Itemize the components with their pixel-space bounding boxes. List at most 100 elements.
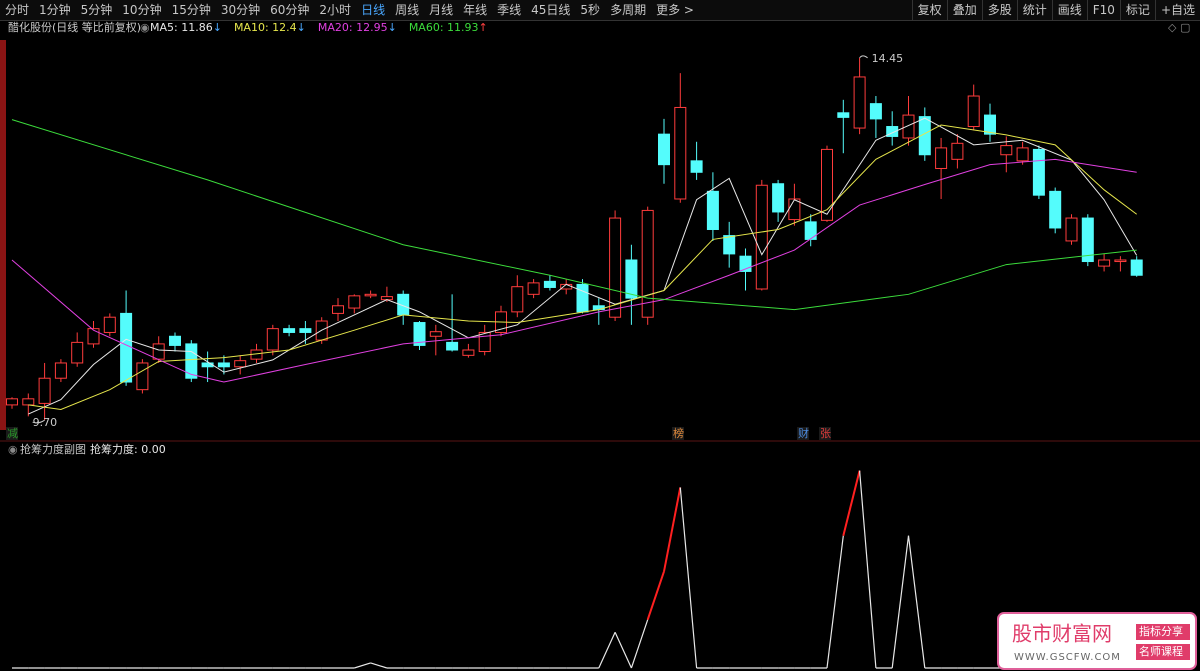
period-tabs: 分时 1分钟 5分钟 10分钟 15分钟 30分钟 60分钟 2小时 日线 周线 月线 年线 季线 45日… — [0, 0, 699, 20]
ma-value: 12.95 — [356, 21, 388, 34]
candle-body — [1065, 217, 1078, 242]
pane-icon: ◉ — [8, 443, 18, 456]
candle-body — [120, 312, 133, 383]
candle-body — [886, 126, 899, 137]
toolbar-button[interactable]: 统计 — [1016, 0, 1052, 20]
ma-name: MA5 — [150, 21, 174, 34]
toolbar-button[interactable]: 45日线 — [531, 3, 571, 17]
candle-body — [1032, 148, 1045, 196]
candle-body — [478, 331, 491, 353]
candle-body — [364, 293, 377, 297]
indicator-segment — [679, 487, 698, 669]
ind-value: 0.00 — [141, 443, 166, 456]
toolbar-button[interactable]: 30分钟 — [220, 3, 261, 17]
watermark-tag-bg — [1136, 644, 1190, 660]
sep: : — [134, 443, 141, 456]
event-marker: 减 — [7, 427, 18, 440]
toolbar-button[interactable]: 更多 > — [656, 3, 694, 17]
indicator-segment — [370, 662, 388, 669]
toolbar-button[interactable]: 标记 — [1119, 0, 1155, 20]
toolbar-button[interactable]: 60分钟 — [270, 3, 310, 17]
ma-trend: ↓ — [213, 21, 222, 34]
min-label: 9.70 — [33, 416, 58, 429]
toolbar-button[interactable]: 周线 — [395, 3, 420, 17]
candle-body — [1081, 217, 1094, 263]
sep: : — [349, 21, 356, 34]
candle-body — [527, 282, 540, 295]
legend-icon: ◉ — [140, 21, 150, 34]
toolbar-button[interactable]: 月线 — [429, 3, 454, 17]
candle-body — [690, 160, 703, 173]
ma-legend: MA60: 11.93↑ — [409, 21, 488, 34]
watermark-title: 股市财富网 — [1012, 622, 1112, 646]
toolbar-button[interactable]: 2小时 — [319, 3, 352, 17]
candle-body — [755, 184, 768, 290]
toolbar-button[interactable]: 5秒 — [580, 3, 601, 17]
candle-body — [22, 398, 35, 406]
toolbar-button[interactable]: 5分钟 — [80, 3, 113, 17]
indicator-segment — [598, 632, 616, 669]
event-marker: 财 — [798, 426, 809, 440]
ma-name: MA60 — [409, 21, 440, 34]
candle-body — [266, 328, 279, 351]
candle-body — [446, 341, 459, 351]
ma-legend: MA5: 11.86↓ — [150, 21, 222, 34]
tool-buttons: 复权 叠加 多股 统计 画线 F10 标记 +自选 — [911, 0, 1200, 20]
candle-body — [967, 95, 980, 128]
toolbar-button[interactable]: 画线 — [1051, 0, 1087, 20]
toolbar-button[interactable]: 1分钟 — [39, 3, 71, 17]
candle-body — [1114, 259, 1127, 263]
toolbar-button[interactable]: F10 — [1086, 0, 1120, 20]
candle-body — [706, 190, 719, 230]
candle-body — [772, 183, 785, 213]
ma-name: MA10 — [234, 21, 265, 34]
stock-title: 醋化股份(日线 等比前复权) — [8, 20, 141, 34]
event-marker: 榜 — [673, 426, 684, 440]
candle-body — [185, 343, 198, 379]
toolbar-button[interactable]: 日线 — [361, 3, 386, 17]
ma-trend: ↑ — [479, 21, 488, 34]
ma-value: 12.4 — [272, 21, 297, 34]
toolbar-button[interactable]: 年线 — [463, 3, 488, 17]
event-marker: 张 — [820, 427, 831, 440]
candle-body — [299, 328, 312, 333]
candle-body — [625, 259, 638, 299]
candle-body — [935, 147, 948, 169]
sep: : — [174, 21, 181, 34]
candle-body — [136, 362, 149, 391]
toolbar-button[interactable]: 复权 — [911, 0, 947, 20]
candle-body — [152, 343, 165, 360]
candle-body — [902, 114, 915, 139]
candle-body — [576, 283, 589, 313]
toolbar-button[interactable]: 季线 — [497, 3, 522, 17]
candle-body — [1098, 259, 1111, 267]
toolbar-button[interactable]: 分时 — [5, 3, 30, 17]
candle-body — [511, 286, 524, 313]
candle-body — [853, 76, 866, 129]
candle-body — [234, 360, 247, 368]
indicator-segment — [614, 632, 632, 669]
toolbar-button[interactable]: 10分钟 — [122, 3, 162, 17]
toolbar-button[interactable]: 多周期 — [610, 3, 647, 17]
indicator-segment — [630, 619, 649, 669]
ma-trend: ↓ — [297, 21, 306, 34]
candle-body — [560, 283, 573, 290]
side-strip — [0, 40, 6, 430]
toolbar-button[interactable]: 叠加 — [946, 0, 982, 20]
candle-body — [348, 295, 361, 309]
candle-body — [543, 280, 556, 288]
toolbar-button[interactable]: +自选 — [1154, 0, 1200, 20]
candle-body — [1049, 190, 1062, 229]
toolbar-button[interactable]: 多股 — [981, 0, 1017, 20]
indicator-segment — [859, 470, 877, 669]
candle-body — [332, 305, 344, 314]
icon: ◇ ▢ — [1168, 21, 1190, 34]
watermark-tag-bg — [1136, 624, 1190, 640]
toolbar-button[interactable]: 15分钟 — [171, 3, 211, 17]
candle-body — [739, 255, 752, 272]
candle-body — [837, 112, 850, 118]
event-marker-bg — [819, 427, 831, 440]
max-pointer — [859, 55, 868, 59]
